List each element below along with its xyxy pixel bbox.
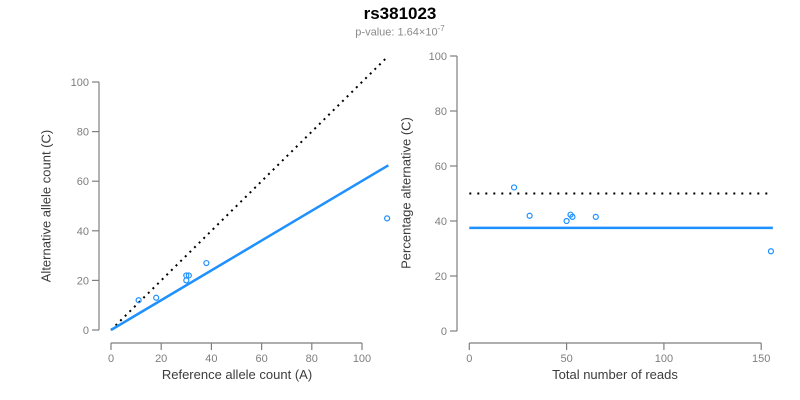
y-tick-label: 100 bbox=[429, 51, 447, 63]
x-tick-label: 150 bbox=[752, 353, 770, 365]
data-point bbox=[526, 212, 533, 219]
y-tick-label: 40 bbox=[77, 226, 89, 238]
x-tick-label: 100 bbox=[655, 353, 673, 365]
y-tick-label: 60 bbox=[77, 176, 89, 188]
y-tick-label: 0 bbox=[83, 325, 89, 337]
y-tick-label: 80 bbox=[435, 106, 447, 118]
y-tick-label: 80 bbox=[77, 127, 89, 139]
data-point bbox=[185, 272, 192, 279]
left-yaxis-title: Alternative allele count (C) bbox=[38, 129, 54, 283]
x-tick-label: 100 bbox=[353, 353, 371, 365]
data-point bbox=[510, 184, 518, 191]
data-point bbox=[767, 248, 775, 255]
y-tick-label: 40 bbox=[435, 216, 447, 228]
x-tick-label: 50 bbox=[560, 353, 572, 365]
data-point bbox=[563, 217, 570, 225]
data-point bbox=[384, 215, 391, 222]
left-xaxis-title: Reference allele count (A) bbox=[161, 367, 313, 382]
data-point bbox=[203, 259, 210, 267]
x-tick-label: 80 bbox=[306, 353, 318, 365]
pvalue-exponent: -7 bbox=[437, 24, 445, 33]
data-point bbox=[183, 277, 190, 284]
right-yaxis-title: Percentage alternative (C) bbox=[398, 117, 414, 269]
figure-subtitle: p-value: 1.64×10-7 bbox=[0, 24, 800, 39]
data-point bbox=[135, 297, 142, 304]
figure-title: rs381023 bbox=[363, 4, 437, 23]
identity-line bbox=[110, 56, 388, 331]
x-tick-label: 0 bbox=[108, 353, 114, 365]
data-point bbox=[183, 272, 190, 279]
y-tick-label: 100 bbox=[71, 77, 89, 89]
pvalue-text: p-value: 1.64×10 bbox=[355, 26, 438, 39]
y-tick-label: 20 bbox=[77, 275, 89, 287]
data-point bbox=[153, 294, 160, 301]
fitted-ratio-line bbox=[110, 164, 389, 332]
x-tick-label: 40 bbox=[205, 353, 217, 365]
x-tick-label: 60 bbox=[255, 353, 267, 365]
y-tick-label: 0 bbox=[441, 326, 447, 338]
right-xaxis-title: Total number of reads bbox=[552, 367, 678, 382]
y-tick-label: 20 bbox=[435, 271, 447, 283]
x-tick-label: 0 bbox=[466, 353, 472, 365]
data-point bbox=[569, 213, 576, 220]
y-tick-label: 60 bbox=[435, 161, 447, 173]
data-point bbox=[592, 213, 599, 220]
x-tick-label: 20 bbox=[155, 353, 167, 365]
